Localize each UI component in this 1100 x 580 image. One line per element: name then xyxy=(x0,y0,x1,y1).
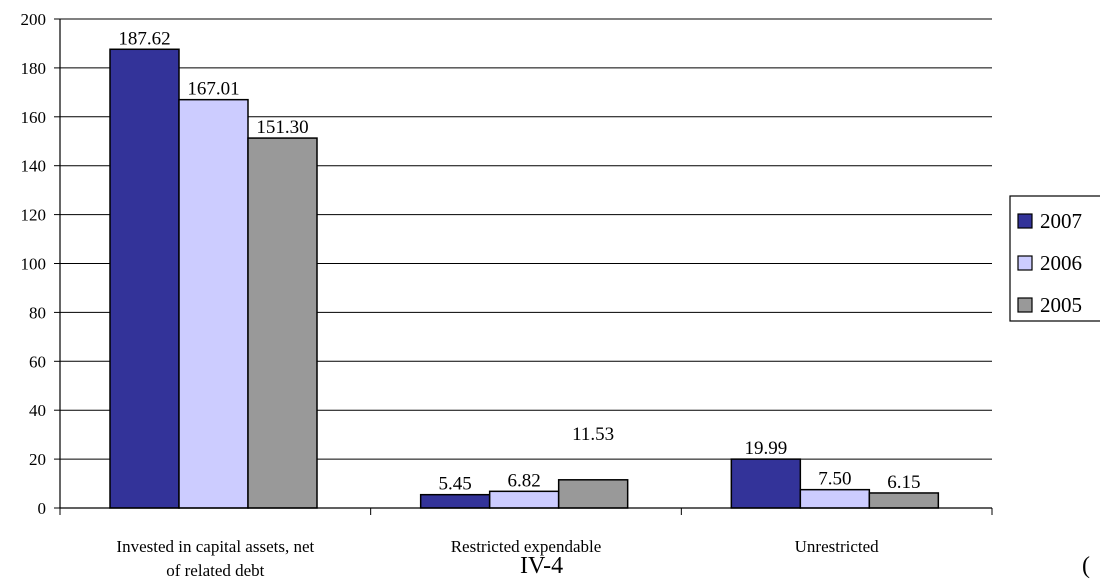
x-tick-label: Restricted expendable xyxy=(451,537,602,556)
bar-2006-1 xyxy=(178,98,249,509)
legend-label: 2006 xyxy=(1040,251,1082,275)
data-label: 6.15 xyxy=(887,472,920,493)
bar-2005-3 xyxy=(868,492,940,509)
labels: 0 20 40 60 80 100 120 140 160 180 200 187.62 5.45 19.… xyxy=(21,10,921,580)
axes xyxy=(54,18,993,515)
bar-2007-3 xyxy=(730,458,802,509)
legend: 2007 2006 2005 xyxy=(1009,195,1100,322)
bar-2007-2 xyxy=(419,493,491,509)
legend-swatch-2006 xyxy=(1017,255,1033,271)
corner-mark: ( xyxy=(1082,553,1090,579)
legend-label: 2005 xyxy=(1040,293,1082,317)
data-label: 6.82 xyxy=(508,470,541,491)
bar-2005-1 xyxy=(247,137,318,509)
y-tick-label: 140 xyxy=(21,157,47,176)
y-tick-label: 60 xyxy=(29,352,46,371)
data-label: 151.30 xyxy=(256,117,308,138)
y-tick-label: 40 xyxy=(29,401,46,420)
x-tick-label: Invested in capital assets, net of relate… xyxy=(116,537,314,580)
data-label: 11.53 xyxy=(572,424,614,445)
data-label: 7.50 xyxy=(818,469,851,490)
data-label: 187.62 xyxy=(118,28,170,49)
bar-2006-3 xyxy=(799,488,871,509)
legend-swatch-2007 xyxy=(1017,213,1033,229)
legend-swatch-2005 xyxy=(1017,297,1033,313)
y-tick-label: 200 xyxy=(21,10,47,29)
y-tick-label: 0 xyxy=(38,499,47,518)
y-tick-label: 20 xyxy=(29,450,46,469)
y-tick-label: 160 xyxy=(21,108,47,127)
page-number: IV-4 xyxy=(520,553,564,579)
data-label: 19.99 xyxy=(744,438,787,459)
x-tick-label: Unrestricted xyxy=(795,537,880,556)
bars xyxy=(109,48,940,509)
legend-label: 2007 xyxy=(1040,209,1082,233)
y-tick-label: 120 xyxy=(21,206,47,225)
y-tick-label: 80 xyxy=(29,303,46,322)
data-label: 167.01 xyxy=(187,79,239,100)
y-tick-label: 180 xyxy=(21,59,47,78)
y-tick-label: 100 xyxy=(21,255,47,274)
bar-2007-1 xyxy=(109,48,180,509)
bar-2005-2 xyxy=(557,479,629,509)
bar-2006-2 xyxy=(488,490,560,509)
data-label: 5.45 xyxy=(439,474,472,495)
